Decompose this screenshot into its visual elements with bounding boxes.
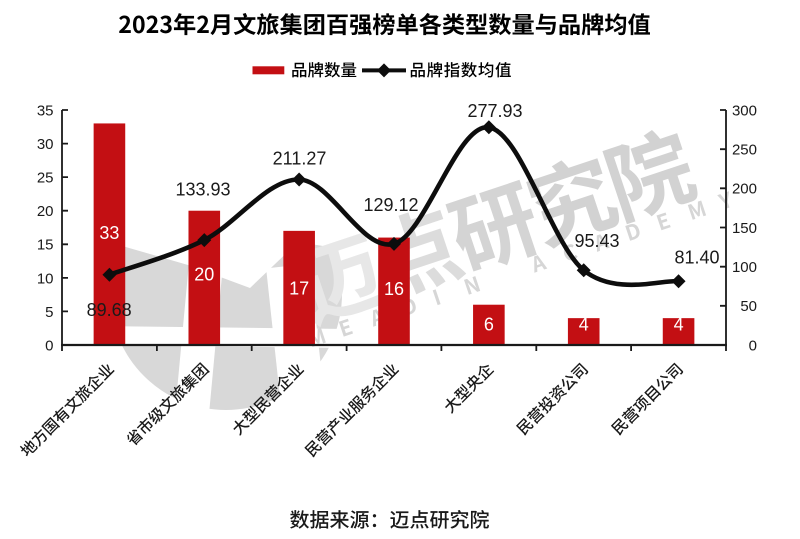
svg-text:17: 17 <box>289 278 309 298</box>
svg-text:129.12: 129.12 <box>363 195 418 215</box>
svg-text:0: 0 <box>749 337 757 354</box>
svg-text:277.93: 277.93 <box>467 101 522 121</box>
svg-text:25: 25 <box>37 170 54 187</box>
svg-text:4: 4 <box>674 314 684 334</box>
svg-text:5: 5 <box>45 304 53 321</box>
svg-text:20: 20 <box>194 264 214 284</box>
svg-text:35: 35 <box>37 102 54 119</box>
svg-text:50: 50 <box>740 298 757 315</box>
svg-text:95.43: 95.43 <box>574 231 619 251</box>
svg-text:89.68: 89.68 <box>87 300 132 320</box>
svg-text:30: 30 <box>37 136 54 153</box>
svg-text:0: 0 <box>45 337 53 354</box>
svg-text:15: 15 <box>37 237 54 254</box>
svg-text:16: 16 <box>384 279 404 299</box>
svg-text:33: 33 <box>99 223 119 243</box>
svg-text:200: 200 <box>732 181 757 198</box>
svg-text:133.93: 133.93 <box>175 179 230 199</box>
svg-text:81.40: 81.40 <box>674 247 719 267</box>
svg-text:10: 10 <box>37 270 54 287</box>
svg-text:20: 20 <box>37 203 54 220</box>
svg-text:150: 150 <box>732 220 757 237</box>
svg-text:4: 4 <box>579 314 589 334</box>
svg-text:211.27: 211.27 <box>273 148 327 168</box>
svg-text:6: 6 <box>484 314 494 334</box>
svg-text:300: 300 <box>732 102 757 119</box>
svg-text:100: 100 <box>732 259 757 276</box>
svg-text:250: 250 <box>732 142 757 159</box>
